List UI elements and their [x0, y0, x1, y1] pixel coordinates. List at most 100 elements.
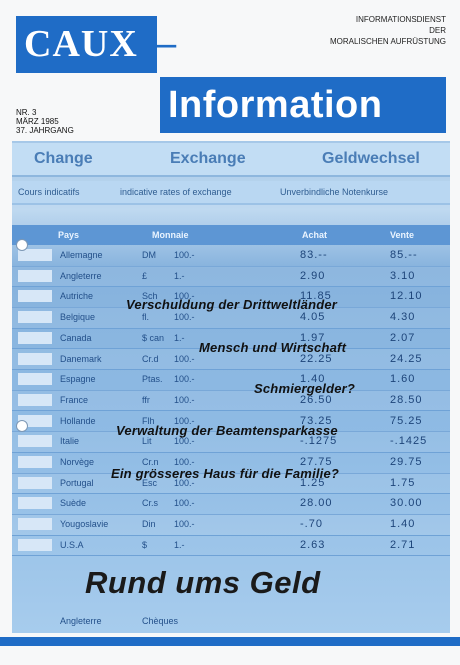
currency-unit: 100.-: [174, 291, 195, 302]
flag-icon: [18, 331, 52, 344]
buy-rate: -.1275: [300, 435, 338, 448]
issue-volume: 37. JAHRGANG: [16, 126, 74, 135]
currency-unit: 100.-: [174, 394, 195, 405]
currency-unit: 100.-: [174, 477, 195, 488]
sell-rate: 24.25: [390, 352, 423, 365]
sell-rate: 30.00: [390, 497, 423, 510]
headline-schmiergelder: Schmiergelder?: [254, 381, 356, 396]
buy-rate: 1.40: [300, 373, 326, 386]
sell-rate: 28.50: [390, 393, 423, 406]
sub-indicative: indicative rates of exchange: [120, 187, 232, 197]
currency-code: Sch: [142, 291, 158, 302]
flag-icon: [18, 497, 52, 510]
currency-code: DM: [142, 250, 156, 260]
currency-code: $ can: [142, 332, 165, 343]
buy-rate: 73.25: [300, 414, 333, 427]
rate-row: Hollande Flh 100.- 73.25 75.25: [12, 411, 450, 433]
rate-row: U.S.A $1.- 2.63 2.71: [12, 535, 450, 557]
footer-angleterre: Angleterre: [60, 616, 102, 626]
logo-dash: –: [157, 16, 176, 73]
rate-row: Canada $ can 1.- 1.97 2.07: [12, 328, 450, 350]
country-name: Yougoslavie: [60, 519, 109, 530]
sell-rate: 4.30: [390, 311, 416, 324]
header-exchange: Exchange: [170, 150, 246, 167]
country-name: Canada: [60, 332, 92, 343]
rate-row: Espagne Ptas. 100.- 1.40 1.60: [12, 369, 450, 391]
exchange-board-photo: Change Exchange Geldwechsel Cours indica…: [12, 141, 450, 633]
information-banner: Information: [160, 77, 446, 133]
headline-drittwelt: Verschuldung der Drittweltländer: [126, 297, 338, 312]
sell-rate: 1.60: [390, 373, 416, 386]
sell-rate: 3.10: [390, 269, 416, 282]
buy-rate: 26.50: [300, 393, 333, 406]
currency-unit: 100.-: [174, 353, 195, 364]
currency-code: Din: [142, 519, 156, 530]
currency-code: Ptas.: [142, 374, 163, 385]
publisher-block: INFORMATIONSDIENST DER MORALISCHEN AUFRÜ…: [330, 14, 446, 47]
flag-icon: [18, 538, 52, 551]
issue-block: NR. 3 MÄRZ 1985 37. JAHRGANG: [16, 108, 74, 135]
punch-hole: [16, 239, 28, 251]
rate-row: Autriche Sch 100.- 11.85 12.10: [12, 286, 450, 308]
sell-rate: 2.71: [390, 538, 416, 551]
col-vente: Vente: [390, 230, 415, 240]
currency-unit: 100.-: [174, 519, 195, 530]
rate-row: Angleterre £1.- 2.90 3.10: [12, 265, 450, 288]
currency-code: Cr.s: [142, 498, 159, 509]
board-subheader-row: Cours indicatifs indicative rates of exc…: [12, 181, 450, 205]
currency-unit: 100.-: [174, 415, 195, 426]
flag-icon: [18, 311, 52, 324]
country-name: Angleterre: [60, 270, 102, 281]
currency-unit: 100.-: [174, 457, 195, 467]
flag-icon: [18, 476, 52, 489]
caux-logo: CAUX: [16, 16, 157, 73]
sub-cours: Cours indicatifs: [18, 187, 80, 197]
rate-row: Danemark Cr.d 100.- 22.25 24.25: [12, 348, 450, 370]
flag-icon: [18, 456, 52, 468]
flag-icon: [18, 393, 52, 406]
currency-code: Lit: [142, 436, 152, 447]
buy-rate: 2.63: [300, 538, 326, 551]
country-name: Autriche: [60, 291, 94, 302]
buy-rate: 28.00: [300, 497, 333, 510]
rate-row: Belgique fl. 100.- 4.05 4.30: [12, 307, 450, 329]
header-change: Change: [34, 150, 93, 167]
flag-icon: [18, 373, 52, 386]
flag-icon: [18, 249, 52, 261]
buy-rate: 1.25: [300, 476, 326, 489]
country-name: Allemagne: [60, 250, 103, 260]
col-monnaie: Monnaie: [152, 230, 189, 240]
headline-haus-familie: Ein grösseres Haus für die Familie?: [111, 466, 340, 481]
currency-code: ffr: [142, 394, 150, 405]
currency-unit: 100.-: [174, 250, 195, 260]
rate-row: Allemagne DM 100.- 83.-- 85.--: [12, 245, 450, 267]
currency-unit: 100.-: [174, 436, 195, 447]
sell-rate: 1.75: [390, 476, 416, 489]
sell-rate: 75.25: [390, 414, 423, 427]
publisher-line: DER: [429, 26, 446, 35]
rate-row: Italie Lit 100.- -.1275 -.1425: [12, 431, 450, 453]
sell-rate: -.1425: [390, 435, 428, 448]
buy-rate: 83.--: [300, 249, 328, 261]
cover-title: Rund ums Geld: [85, 565, 321, 600]
currency-unit: 1.-: [174, 332, 185, 343]
currency-code: Cr.n: [142, 457, 159, 467]
flag-icon: [18, 435, 52, 448]
col-pays: Pays: [58, 230, 80, 240]
country-name: Portugal: [60, 477, 94, 488]
punch-hole: [16, 420, 28, 432]
board-header-row: Change Exchange Geldwechsel: [12, 143, 450, 177]
currency-code: £: [142, 270, 148, 281]
headline-wirtschaft: Mensch und Wirtschaft: [199, 340, 347, 355]
buy-rate: 27.75: [300, 456, 333, 468]
country-name: Espagne: [60, 374, 96, 385]
buy-rate: 11.85: [300, 290, 332, 303]
currency-unit: 100.-: [174, 374, 195, 385]
board-column-header: Pays Monnaie Achat Vente: [12, 225, 450, 245]
country-name: France: [60, 394, 89, 405]
issue-date: MÄRZ 1985: [16, 117, 59, 126]
headline-beamtensparkasse: Verwaltung der Beamtensparkasse: [116, 423, 338, 438]
currency-code: Flh: [142, 415, 155, 426]
currency-unit: 100.-: [174, 498, 195, 509]
country-name: Hollande: [60, 415, 96, 426]
